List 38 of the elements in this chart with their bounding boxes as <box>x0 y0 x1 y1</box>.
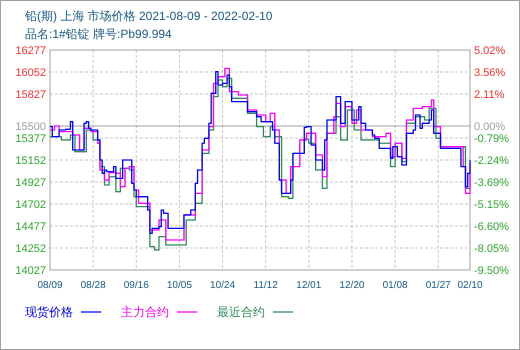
y-tick-label: 16052 <box>15 67 46 79</box>
y2-tick-label: 0.00% <box>474 121 506 134</box>
y2-tick-label: -3.69% <box>474 176 510 189</box>
y-tick-label: 15377 <box>15 133 46 145</box>
x-tick-label: 01/08 <box>382 280 408 291</box>
x-tick-label: 09/16 <box>124 280 150 291</box>
x-tick-label: 08/28 <box>80 280 106 291</box>
y2-tick-label: 5.02% <box>474 45 506 57</box>
y2-tick-label: -8.05% <box>474 243 510 256</box>
legend-label: 现货价格 <box>25 305 73 319</box>
y-tick-label: 15827 <box>15 89 46 101</box>
x-tick-label: 12/20 <box>339 280 365 291</box>
chart-title: 铅(期) 上海 市场价格 2021-08-09 - 2022-02-10 <box>24 9 273 23</box>
y2-tick-label: -0.79% <box>474 133 510 146</box>
chart-subtitle: 品名:1#铅锭 牌号:Pb99.994 <box>25 27 172 41</box>
y-tick-label: 16277 <box>15 45 46 57</box>
y-tick-label: 14927 <box>15 177 46 189</box>
x-tick-label: 01/27 <box>426 280 452 291</box>
y-tick-label: 15500 <box>15 120 46 133</box>
x-tick-label: 08/09 <box>37 280 63 291</box>
y-tick-label: 15152 <box>15 155 46 167</box>
y-tick-label: 14477 <box>15 221 46 233</box>
x-tick-label: 11/12 <box>254 280 278 291</box>
legend-label: 最近合约 <box>217 305 265 319</box>
y-tick-label: 14702 <box>15 199 46 211</box>
y2-tick-label: -6.60% <box>474 221 510 234</box>
y2-tick-label: -9.50% <box>474 265 510 277</box>
y-tick-label: 14252 <box>15 243 46 255</box>
x-tick-label: 10/24 <box>210 280 236 291</box>
y2-tick-label: -5.15% <box>474 199 510 212</box>
x-tick-label: 02/10 <box>457 280 483 291</box>
y2-tick-label: -2.24% <box>474 155 510 167</box>
y2-tick-label: 3.56% <box>474 67 506 80</box>
y2-tick-label: 2.11% <box>474 89 505 102</box>
y-tick-label: 14027 <box>15 265 46 277</box>
x-tick-label: 12/01 <box>296 280 322 291</box>
legend-label: 主力合约 <box>121 305 169 319</box>
x-tick-label: 10/05 <box>166 280 192 291</box>
